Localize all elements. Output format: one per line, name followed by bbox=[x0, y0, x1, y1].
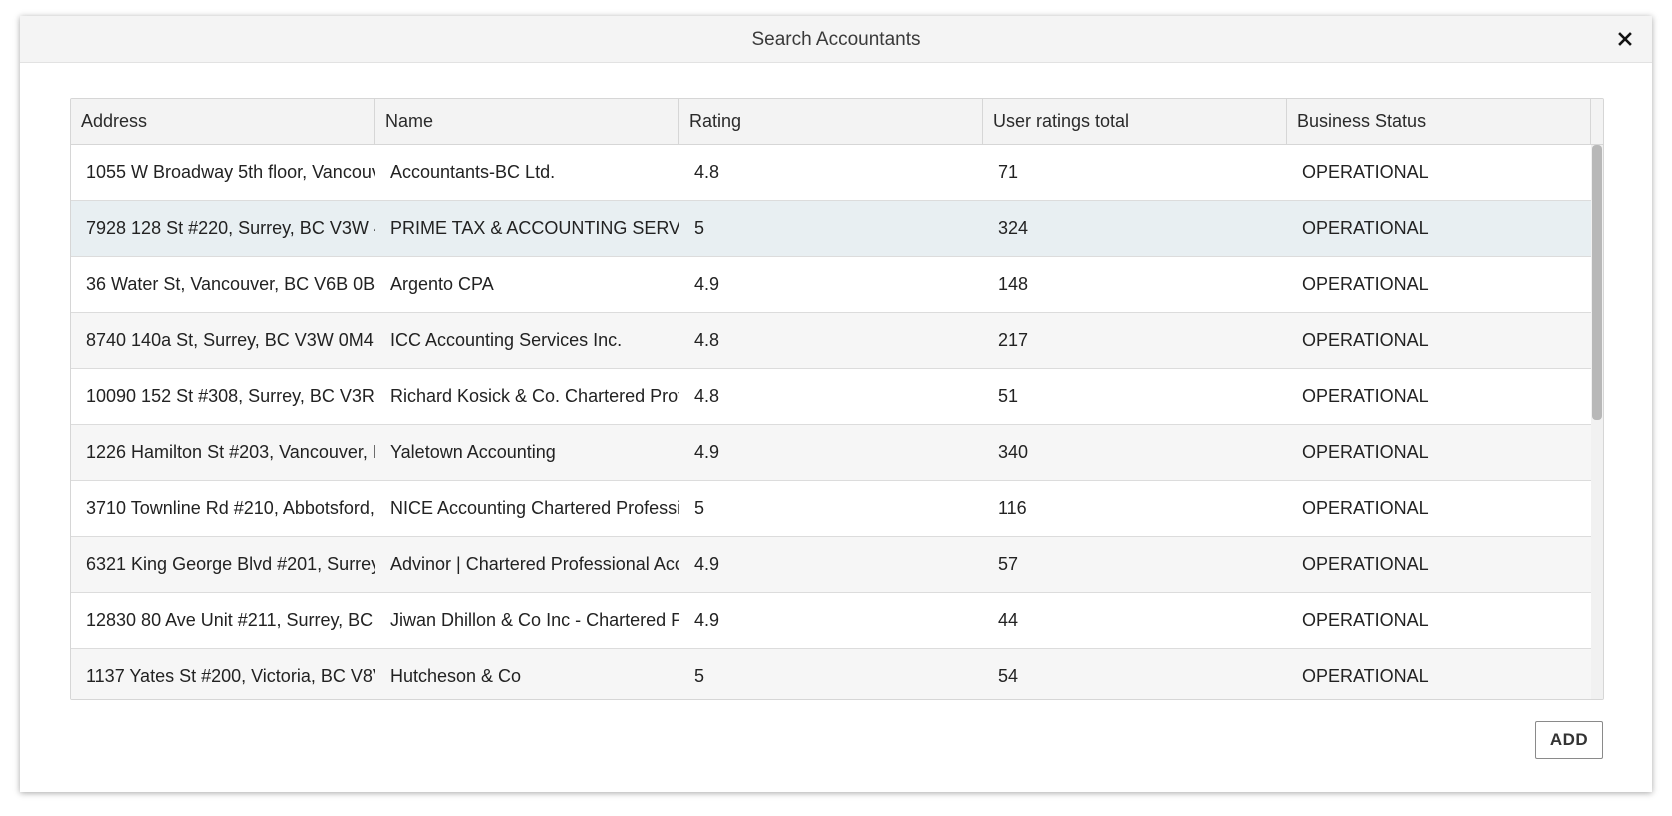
business-status-cell: OPERATIONAL bbox=[1302, 218, 1429, 238]
column-header-user-ratings-total[interactable]: User ratings total bbox=[983, 99, 1287, 144]
name-cell: Advinor | Chartered Professional Acc bbox=[390, 554, 679, 574]
business-status-cell: OPERATIONAL bbox=[1302, 554, 1429, 574]
rating-cell: 4.8 bbox=[694, 386, 720, 406]
address-cell: 1226 Hamilton St #203, Vancouver, BC bbox=[86, 442, 375, 462]
business-status-cell: OPERATIONAL bbox=[1302, 666, 1429, 686]
business-status-cell: OPERATIONAL bbox=[1302, 274, 1429, 294]
table-row[interactable]: 1055 W Broadway 5th floor, Vancouver Acco… bbox=[71, 145, 1591, 201]
name-cell: Argento CPA bbox=[390, 274, 494, 294]
name-cell: Hutcheson & Co bbox=[390, 666, 522, 686]
address-cell: 6321 King George Blvd #201, Surrey, B bbox=[86, 554, 375, 574]
column-header-rating[interactable]: Rating bbox=[679, 99, 983, 144]
column-header-address[interactable]: Address bbox=[71, 99, 375, 144]
table-row[interactable]: 36 Water St, Vancouver, BC V6B 0B7, Argen… bbox=[71, 257, 1591, 313]
address-cell: 1055 W Broadway 5th floor, Vancouver bbox=[86, 162, 375, 182]
business-status-cell: OPERATIONAL bbox=[1302, 330, 1429, 350]
name-cell: Richard Kosick & Co. Chartered Profe bbox=[390, 386, 679, 406]
user-ratings-total-cell: 340 bbox=[998, 442, 1029, 462]
name-cell: ICC Accounting Services Inc. bbox=[390, 330, 623, 350]
table-row[interactable]: 1226 Hamilton St #203, Vancouver, BC Yale… bbox=[71, 425, 1591, 481]
table-row[interactable]: 1137 Yates St #200, Victoria, BC V8V Hutc… bbox=[71, 649, 1591, 699]
rating-cell: 5 bbox=[694, 218, 705, 238]
business-status-cell: OPERATIONAL bbox=[1302, 386, 1429, 406]
address-cell: 10090 152 St #308, Surrey, BC V3R 8X bbox=[86, 386, 375, 406]
address-cell: 7928 128 St #220, Surrey, BC V3W 4E bbox=[86, 218, 375, 238]
user-ratings-total-cell: 57 bbox=[998, 554, 1019, 574]
table-header: Address Name Rating User ratings total B… bbox=[71, 99, 1603, 145]
name-cell: Accountants-BC Ltd. bbox=[390, 162, 556, 182]
dialog-header: Search Accountants bbox=[20, 16, 1652, 63]
user-ratings-total-cell: 148 bbox=[998, 274, 1029, 294]
address-cell: 8740 140a St, Surrey, BC V3W 0M4, C bbox=[86, 330, 375, 350]
rating-cell: 5 bbox=[694, 666, 705, 686]
table-row[interactable]: 3710 Townline Rd #210, Abbotsford, B NICE… bbox=[71, 481, 1591, 537]
column-header-business-status[interactable]: Business Status bbox=[1287, 99, 1591, 144]
close-icon bbox=[1618, 32, 1632, 46]
search-accountants-dialog: Search Accountants Address Name Rating U… bbox=[20, 16, 1652, 792]
user-ratings-total-cell: 71 bbox=[998, 162, 1019, 182]
name-cell: Yaletown Accounting bbox=[390, 442, 556, 462]
address-cell: 12830 80 Ave Unit #211, Surrey, BC V3 bbox=[86, 610, 375, 630]
table-body: 1055 W Broadway 5th floor, Vancouver Acco… bbox=[71, 145, 1591, 699]
table-row[interactable]: 7928 128 St #220, Surrey, BC V3W 4E PRIME… bbox=[71, 201, 1591, 257]
scrollbar-thumb[interactable] bbox=[1592, 145, 1602, 420]
business-status-cell: OPERATIONAL bbox=[1302, 610, 1429, 630]
name-cell: NICE Accounting Chartered Professic bbox=[390, 498, 679, 518]
name-cell: PRIME TAX & ACCOUNTING SERVICES bbox=[390, 218, 679, 238]
address-cell: 3710 Townline Rd #210, Abbotsford, B bbox=[86, 498, 375, 518]
close-button[interactable] bbox=[1612, 26, 1638, 52]
rating-cell: 4.9 bbox=[694, 442, 720, 462]
user-ratings-total-cell: 54 bbox=[998, 666, 1019, 686]
rating-cell: 5 bbox=[694, 498, 705, 518]
rating-cell: 4.8 bbox=[694, 330, 720, 350]
user-ratings-total-cell: 51 bbox=[998, 386, 1019, 406]
business-status-cell: OPERATIONAL bbox=[1302, 498, 1429, 518]
table-row[interactable]: 6321 King George Blvd #201, Surrey, B Adv… bbox=[71, 537, 1591, 593]
rating-cell: 4.9 bbox=[694, 274, 720, 294]
table-scrollbar[interactable] bbox=[1591, 145, 1603, 699]
business-status-cell: OPERATIONAL bbox=[1302, 442, 1429, 462]
user-ratings-total-cell: 116 bbox=[998, 498, 1027, 518]
table-row[interactable]: 10090 152 St #308, Surrey, BC V3R 8X Rich… bbox=[71, 369, 1591, 425]
rating-cell: 4.9 bbox=[694, 554, 720, 574]
table-row[interactable]: 12830 80 Ave Unit #211, Surrey, BC V3 Jiw… bbox=[71, 593, 1591, 649]
user-ratings-total-cell: 324 bbox=[998, 218, 1029, 238]
address-cell: 36 Water St, Vancouver, BC V6B 0B7, bbox=[86, 274, 375, 294]
dialog-title: Search Accountants bbox=[751, 29, 921, 50]
column-header-name[interactable]: Name bbox=[375, 99, 679, 144]
table-row[interactable]: 8740 140a St, Surrey, BC V3W 0M4, C ICC A… bbox=[71, 313, 1591, 369]
rating-cell: 4.9 bbox=[694, 610, 720, 630]
user-ratings-total-cell: 44 bbox=[998, 610, 1019, 630]
address-cell: 1137 Yates St #200, Victoria, BC V8V bbox=[86, 666, 375, 686]
header-spacer bbox=[1591, 99, 1603, 144]
rating-cell: 4.8 bbox=[694, 162, 720, 182]
name-cell: Jiwan Dhillon & Co Inc - Chartered Pro bbox=[390, 610, 679, 630]
business-status-cell: OPERATIONAL bbox=[1302, 162, 1429, 182]
add-button[interactable]: ADD bbox=[1535, 721, 1603, 759]
user-ratings-total-cell: 217 bbox=[998, 330, 1029, 350]
accountants-table: Address Name Rating User ratings total B… bbox=[70, 98, 1604, 700]
